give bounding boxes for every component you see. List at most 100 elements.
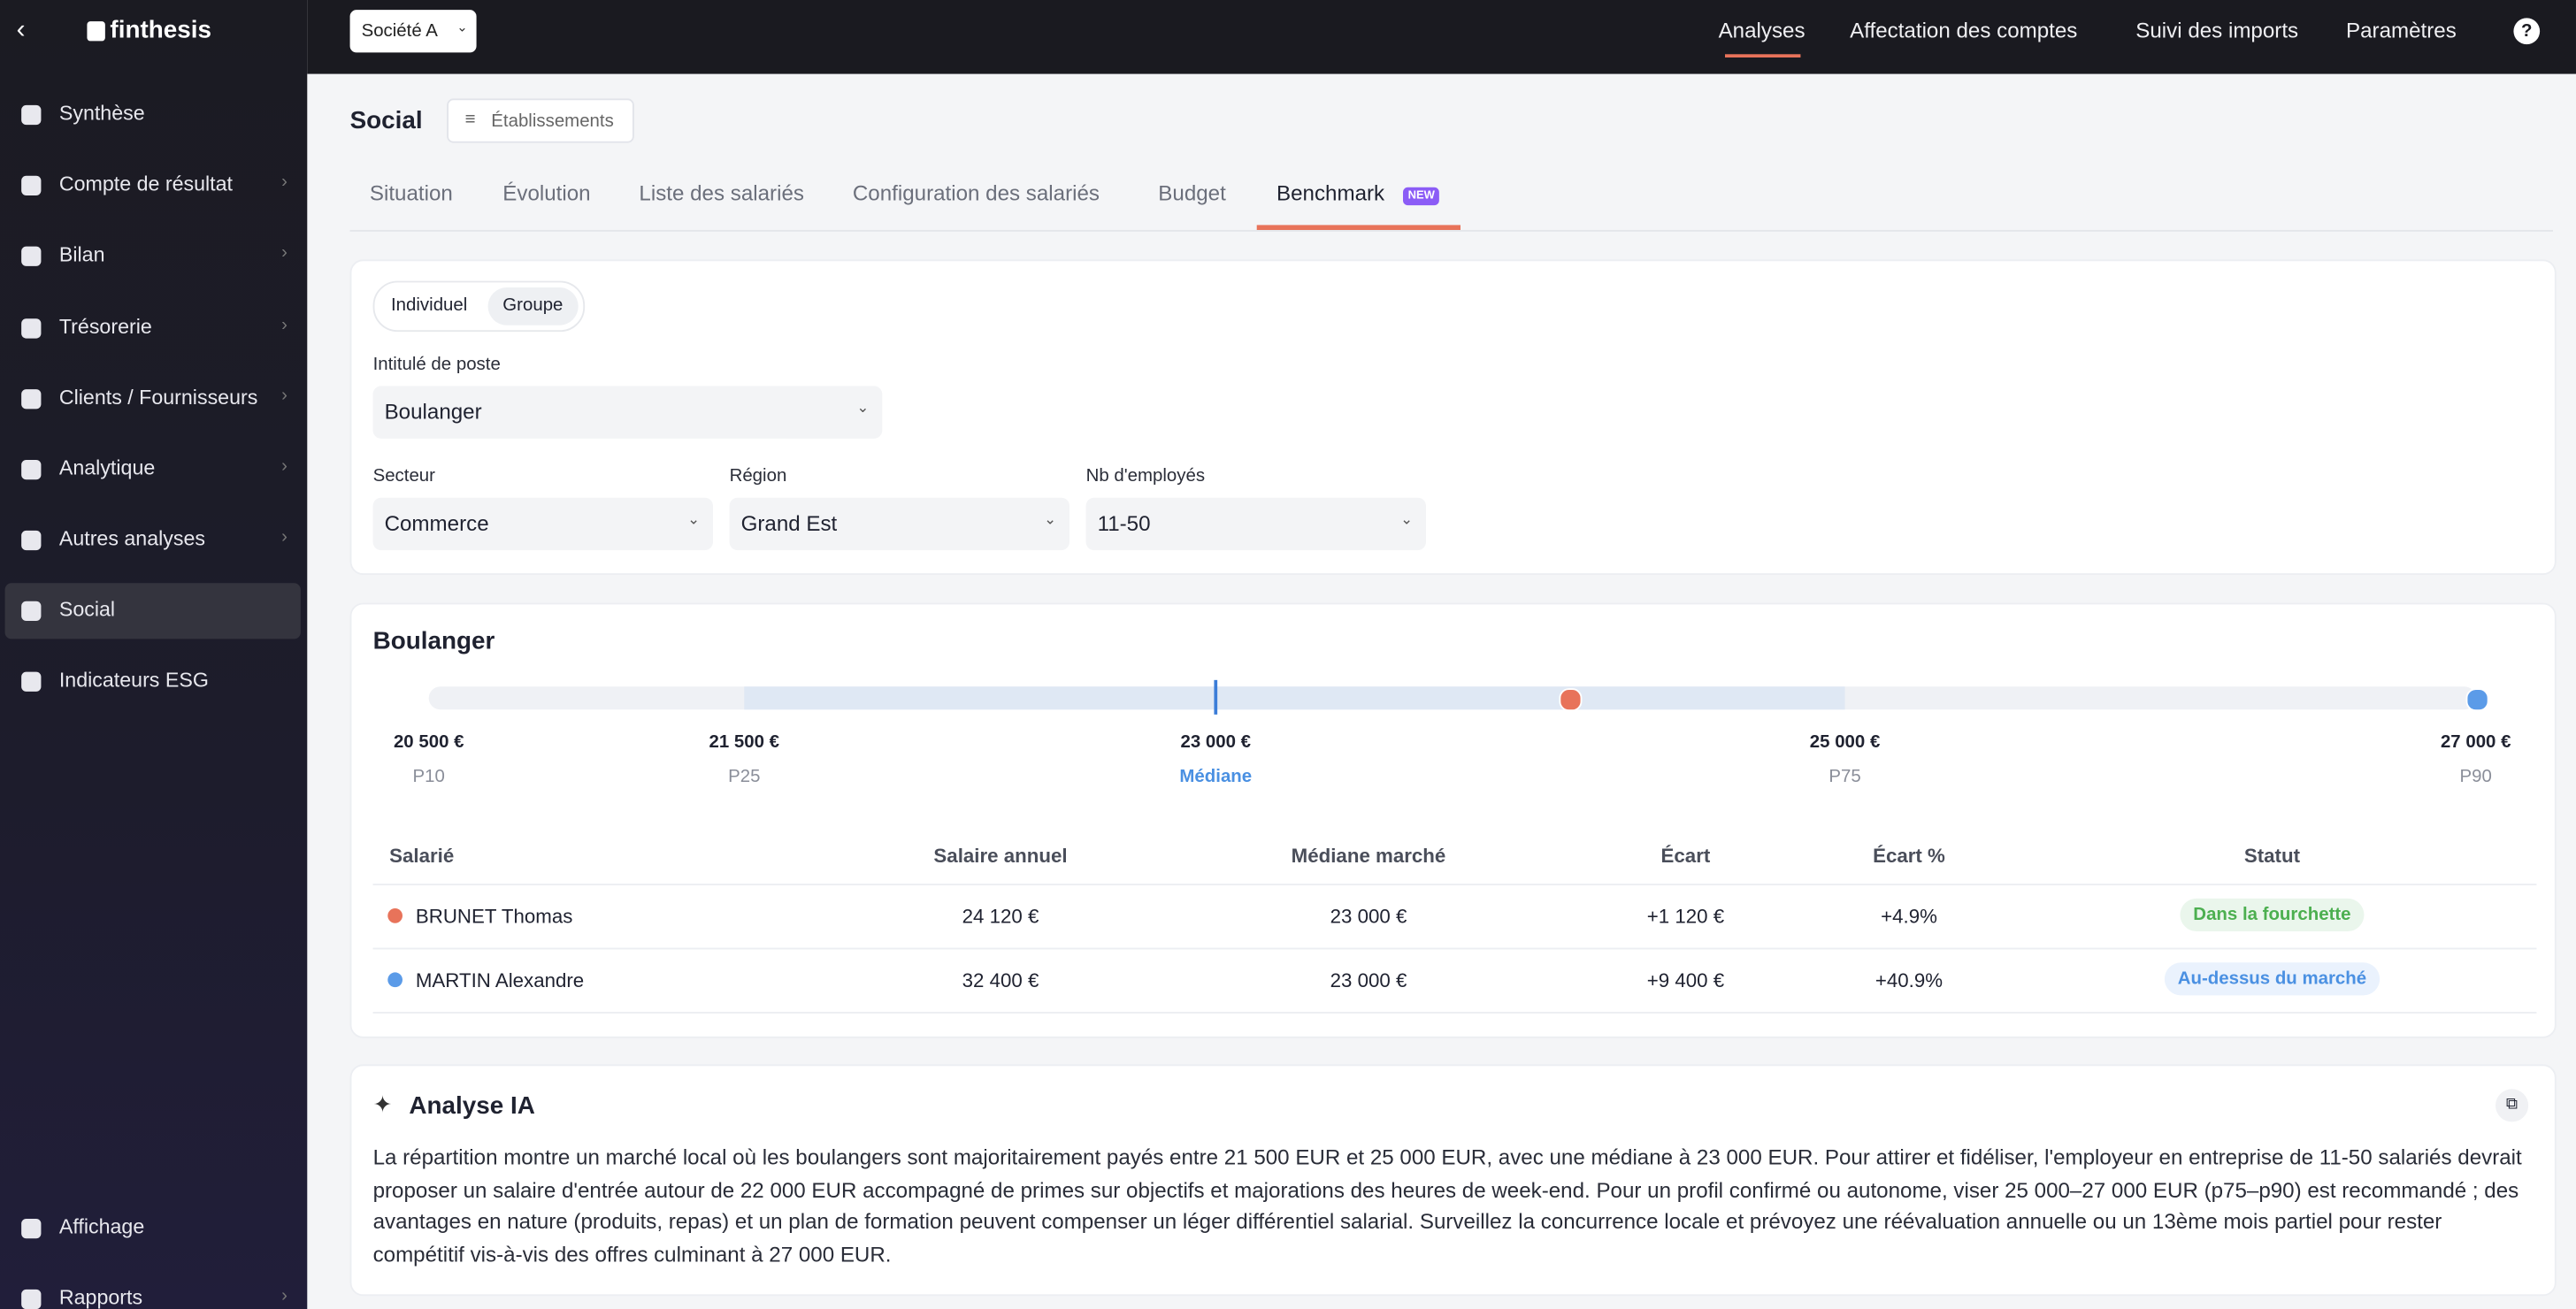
nav-label: Analytique <box>58 456 156 480</box>
percentile-label: P75 <box>1828 767 1861 787</box>
nav-icon <box>21 175 42 195</box>
nav-item[interactable]: Analytique › <box>5 442 301 498</box>
tab[interactable]: Configuration des salariés <box>852 180 1100 206</box>
tab[interactable]: Liste des salariés <box>639 180 804 206</box>
top-nav-item[interactable]: Analyses <box>1718 18 1806 43</box>
field-value: Boulanger <box>384 399 482 425</box>
chevron: › <box>281 456 288 477</box>
nav-item[interactable]: Autres analyses › <box>5 512 301 568</box>
active-underline <box>1724 54 1801 57</box>
sidebar: ‹ finthesis Synthèse Compte de résultat › B… <box>0 0 308 1309</box>
field-select[interactable]: Grand Est ⌄ <box>729 497 1070 551</box>
nav-label: Synthèse <box>58 102 145 126</box>
cell: +4.9% <box>1881 905 1937 929</box>
tab[interactable]: Budget <box>1158 180 1226 206</box>
nav-label: Social <box>58 597 116 621</box>
column-header: Statut <box>2243 844 2300 868</box>
nav-icon <box>21 1289 42 1309</box>
row-dot <box>387 972 402 988</box>
range-iqr <box>744 686 1845 710</box>
nav-item[interactable]: Bilan › <box>5 228 301 284</box>
nav-icon <box>21 318 42 339</box>
button-label: Établissements <box>491 111 614 132</box>
tab[interactable]: Évolution <box>502 180 591 206</box>
tab[interactable]: Benchmark <box>1276 180 1385 206</box>
nav-label: Affichage <box>58 1215 145 1239</box>
column-header: Salaire annuel <box>933 844 1068 868</box>
new-badge: NEW <box>1402 187 1440 206</box>
chevron: › <box>281 527 288 547</box>
chevron: › <box>281 172 288 193</box>
cell: BRUNET Thomas <box>415 905 573 929</box>
percentile-value: 20 500 € <box>393 732 464 753</box>
nav-item[interactable]: Social <box>4 583 301 639</box>
nav-item[interactable]: Compte de résultat › <box>5 157 301 213</box>
field-value: 11-50 <box>1097 510 1151 536</box>
nav-label: Rapports <box>58 1286 143 1309</box>
toggle: Individuel Groupe <box>372 280 586 333</box>
tab[interactable]: Situation <box>369 180 453 206</box>
nav-item[interactable]: Affichage <box>5 1201 301 1257</box>
analysis-title: Analyse IA <box>409 1091 535 1121</box>
establishments-button[interactable]: ≡ Établissements <box>447 98 634 143</box>
field-select[interactable]: 11-50 ⌄ <box>1085 497 1426 551</box>
status-pill: Au-dessus du marché <box>2164 962 2380 996</box>
nav-item[interactable]: Indicateurs ESG <box>5 654 301 709</box>
toggle-option[interactable]: Individuel <box>390 295 468 316</box>
percentile-value: 23 000 € <box>1180 732 1252 753</box>
row-divider <box>372 1011 2537 1014</box>
percentile-label: P25 <box>728 767 761 787</box>
cell: 24 120 € <box>962 905 1039 929</box>
chevron: › <box>281 1286 288 1306</box>
field-select[interactable]: Boulanger ⌄ <box>372 386 883 439</box>
column-header: Médiane marché <box>1291 844 1446 868</box>
field-label: Intitulé de poste <box>372 355 501 375</box>
chevron: › <box>281 242 288 264</box>
nav-label: Autres analyses <box>58 527 206 551</box>
status-pill: Dans la fourchette <box>2180 898 2365 931</box>
analysis-card <box>349 1064 2557 1297</box>
row-divider <box>372 947 2537 950</box>
field-select[interactable]: Commerce ⌄ <box>372 497 713 551</box>
help-button[interactable]: ? <box>2513 18 2541 45</box>
percentile-label: P10 <box>412 767 445 787</box>
nav-item[interactable]: Trésorerie › <box>5 301 301 356</box>
cell: +1 120 € <box>1646 905 1725 929</box>
nav-icon <box>21 601 42 621</box>
toggle-option[interactable]: Groupe <box>502 295 564 316</box>
nav-label: Compte de résultat <box>58 172 233 195</box>
percentile-value: 21 500 € <box>709 732 780 753</box>
benchmark-title: Boulanger <box>372 627 495 655</box>
row-divider <box>372 884 2537 885</box>
nav-item[interactable]: Rapports › <box>5 1271 301 1309</box>
nav-label: Clients / Fournisseurs <box>58 386 258 410</box>
top-nav-item[interactable]: Affectation des comptes <box>1850 18 2078 43</box>
column-header: Salarié <box>389 844 455 868</box>
nav-icon <box>21 671 42 692</box>
company-select[interactable]: Société A ⌄ <box>349 10 477 53</box>
field-label: Région <box>729 466 787 486</box>
top-nav-item[interactable]: Suivi des imports <box>2135 18 2299 43</box>
company-name: Société A <box>361 21 438 42</box>
nav-item[interactable]: Synthèse <box>5 87 301 142</box>
nav-label: Trésorerie <box>58 315 152 339</box>
nav-item[interactable]: Clients / Fournisseurs › <box>5 371 301 427</box>
employee-marker <box>2465 688 2489 712</box>
cell: +9 400 € <box>1646 968 1725 992</box>
chevron: › <box>281 386 288 406</box>
cell: MARTIN Alexandre <box>415 968 585 992</box>
cell: +40.9% <box>1874 968 1944 992</box>
row-dot <box>387 907 402 923</box>
field-label: Nb d'employés <box>1085 466 1206 486</box>
brand: finthesis <box>110 16 211 45</box>
back-button[interactable]: ‹ <box>16 16 26 45</box>
copy-button[interactable]: ⧉ <box>2495 1089 2529 1122</box>
field-value: Commerce <box>384 510 489 536</box>
nav-icon <box>21 246 42 266</box>
top-nav-item[interactable]: Paramètres <box>2345 18 2457 43</box>
median-line <box>1214 679 1218 715</box>
logo-icon <box>87 21 105 42</box>
